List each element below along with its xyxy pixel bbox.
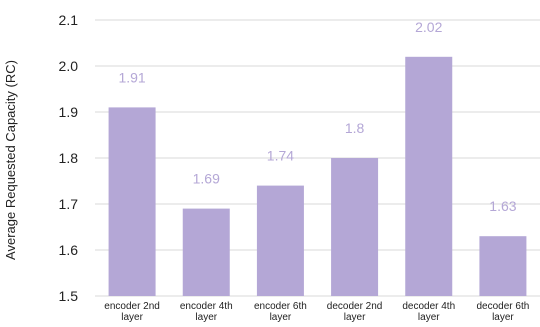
data-label: 1.91 <box>118 69 145 85</box>
bar <box>479 236 527 296</box>
x-tick-label: layer <box>344 312 366 323</box>
y-tick-label: 1.5 <box>59 288 79 304</box>
x-tick-label: decoder 6th <box>477 301 530 312</box>
x-tick-label: encoder 2nd <box>104 301 160 312</box>
y-tick-label: 2.0 <box>59 58 79 74</box>
x-tick-label: layer <box>492 312 514 323</box>
x-tick-label: layer <box>121 312 143 323</box>
data-label: 1.8 <box>345 120 365 136</box>
x-tick-label: encoder 4th <box>180 301 233 312</box>
data-label: 1.63 <box>489 198 516 214</box>
y-tick-label: 1.9 <box>59 104 79 120</box>
data-labels: 1.91 1.69 1.74 1.8 2.02 1.63 <box>118 19 516 214</box>
x-tick-label: decoder 4th <box>402 301 455 312</box>
bar <box>182 208 230 296</box>
x-tick-label: decoder 2nd <box>327 301 383 312</box>
y-tick-label: 1.7 <box>59 196 79 212</box>
x-tick-label: layer <box>270 312 292 323</box>
bar <box>256 185 304 296</box>
gridlines <box>95 19 540 297</box>
y-tick-label: 1.6 <box>59 242 79 258</box>
y-tick-label: 1.8 <box>59 150 79 166</box>
bar <box>331 158 379 296</box>
data-label: 1.69 <box>193 171 220 187</box>
x-tick-label: layer <box>418 312 440 323</box>
bar <box>405 56 453 296</box>
x-tick-label: layer <box>195 312 217 323</box>
data-label: 1.74 <box>267 148 294 164</box>
y-tick-label: 2.1 <box>59 12 79 28</box>
y-axis-ticks: 1.5 1.6 1.7 1.8 1.9 2.0 2.1 <box>59 12 79 304</box>
x-tick-label: encoder 6th <box>254 301 307 312</box>
data-label: 2.02 <box>415 19 442 35</box>
bar <box>108 107 156 297</box>
y-axis-title: Average Requested Capacity (RC) <box>3 60 18 260</box>
bars <box>108 56 527 297</box>
